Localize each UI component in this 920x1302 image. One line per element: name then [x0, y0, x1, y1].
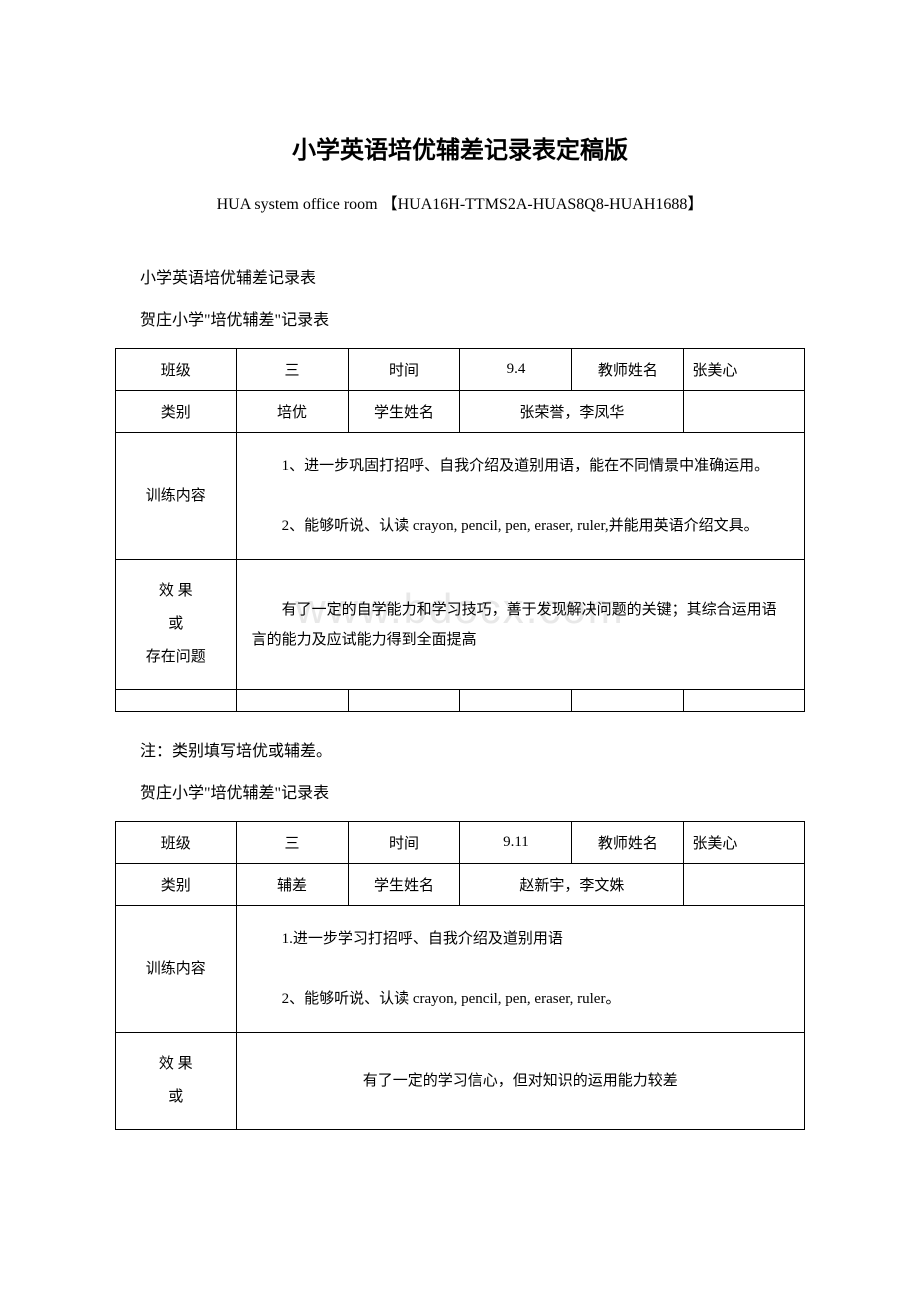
table-row: 效 果 或 存在问题 有了一定的自学能力和学习技巧，善于发现解决问题的关键；其综…	[116, 560, 805, 690]
empty-cell	[572, 690, 684, 712]
record-table-1: 班级 三 时间 9.4 教师姓名 张美心 类别 培优 学生姓名 张荣誉，李凤华 …	[115, 348, 805, 712]
table-row: 班级 三 时间 9.11 教师姓名 张美心	[116, 822, 805, 864]
value-students: 张荣誉，李凤华	[460, 391, 684, 433]
label-time: 时间	[348, 349, 460, 391]
subtitle: HUA system office room 【HUA16H-TTMS2A-HU…	[115, 190, 805, 214]
label-category: 类别	[116, 864, 237, 906]
table-row: 训练内容 1、进一步巩固打招呼、自我介绍及道别用语，能在不同情景中准确运用。 2…	[116, 433, 805, 560]
result-content: 有了一定的学习信心，但对知识的运用能力较差	[236, 1033, 804, 1130]
table-row: 效 果 或 有了一定的学习信心，但对知识的运用能力较差	[116, 1033, 805, 1130]
label-teacher: 教师姓名	[572, 822, 684, 864]
label-student: 学生姓名	[348, 864, 460, 906]
note-text: 注：类别填写培优或辅差。	[140, 737, 805, 761]
value-students: 赵新宇，李文姝	[460, 864, 684, 906]
label-category: 类别	[116, 391, 237, 433]
value-teacher: 张美心	[684, 349, 805, 391]
table-row: 训练内容 1.进一步学习打招呼、自我介绍及道别用语 2、能够听说、认读 cray…	[116, 906, 805, 1033]
result-content: 有了一定的自学能力和学习技巧，善于发现解决问题的关键；其综合运用语言的能力及应试…	[236, 560, 804, 690]
value-teacher: 张美心	[684, 822, 805, 864]
section-line-3: 贺庄小学"培优辅差"记录表	[140, 779, 805, 803]
table-row: 类别 辅差 学生姓名 赵新宇，李文姝	[116, 864, 805, 906]
value-time: 9.4	[460, 349, 572, 391]
empty-cell	[348, 690, 460, 712]
label-class: 班级	[116, 349, 237, 391]
value-class: 三	[236, 822, 348, 864]
section-line-2: 贺庄小学"培优辅差"记录表	[140, 306, 805, 330]
empty-cell	[684, 690, 805, 712]
label-result: 效 果 或 存在问题	[116, 560, 237, 690]
table-row: 类别 培优 学生姓名 张荣誉，李凤华	[116, 391, 805, 433]
value-time: 9.11	[460, 822, 572, 864]
label-training: 训练内容	[116, 433, 237, 560]
training-content: 1、进一步巩固打招呼、自我介绍及道别用语，能在不同情景中准确运用。 2、能够听说…	[236, 433, 804, 560]
label-class: 班级	[116, 822, 237, 864]
empty-cell	[460, 690, 572, 712]
label-training: 训练内容	[116, 906, 237, 1033]
empty-cell	[684, 864, 805, 906]
empty-cell	[684, 391, 805, 433]
main-title: 小学英语培优辅差记录表定稿版	[115, 130, 805, 165]
section-line-1: 小学英语培优辅差记录表	[140, 264, 805, 288]
value-category: 培优	[236, 391, 348, 433]
value-class: 三	[236, 349, 348, 391]
table-row-empty	[116, 690, 805, 712]
record-table-2: 班级 三 时间 9.11 教师姓名 张美心 类别 辅差 学生姓名 赵新宇，李文姝…	[115, 821, 805, 1130]
table-row: 班级 三 时间 9.4 教师姓名 张美心	[116, 349, 805, 391]
training-content: 1.进一步学习打招呼、自我介绍及道别用语 2、能够听说、认读 crayon, p…	[236, 906, 804, 1033]
value-category: 辅差	[236, 864, 348, 906]
empty-cell	[236, 690, 348, 712]
label-teacher: 教师姓名	[572, 349, 684, 391]
empty-cell	[116, 690, 237, 712]
label-time: 时间	[348, 822, 460, 864]
label-result: 效 果 或	[116, 1033, 237, 1130]
label-student: 学生姓名	[348, 391, 460, 433]
